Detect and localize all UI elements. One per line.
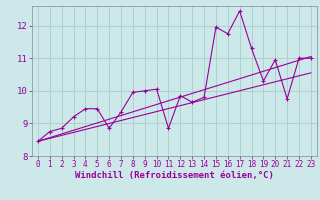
- X-axis label: Windchill (Refroidissement éolien,°C): Windchill (Refroidissement éolien,°C): [75, 171, 274, 180]
